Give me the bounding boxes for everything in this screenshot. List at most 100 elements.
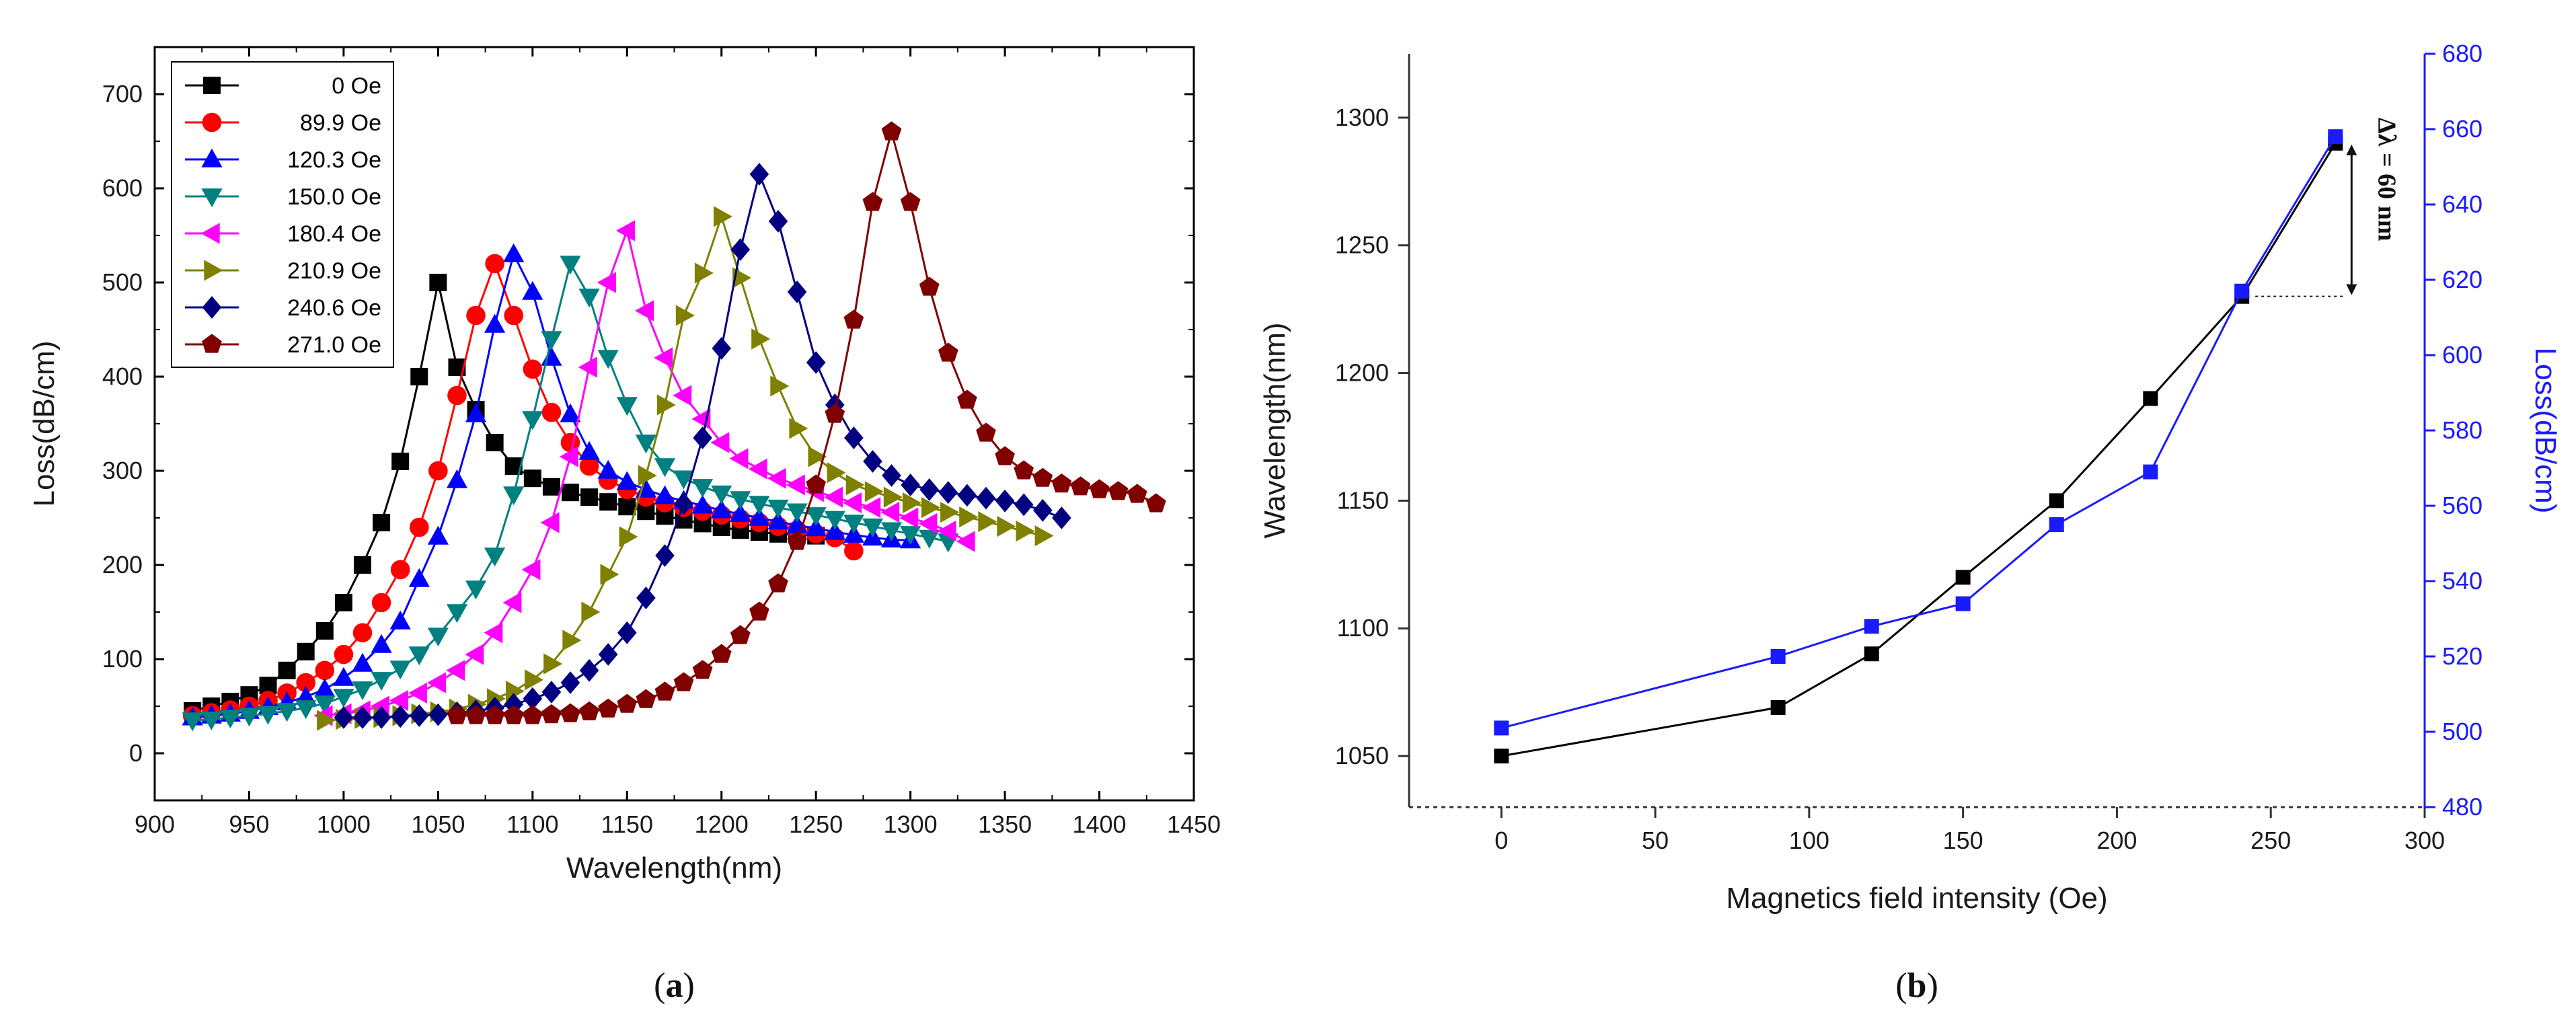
data-point <box>408 646 430 666</box>
data-point <box>447 705 467 724</box>
data-point <box>635 300 654 321</box>
data-point <box>598 698 618 718</box>
data-point <box>748 458 767 480</box>
data-point <box>597 272 616 293</box>
y-tick-label: 400 <box>102 363 143 390</box>
data-point <box>333 667 354 686</box>
data-point <box>938 342 958 362</box>
series-271.0-oe <box>447 121 1166 724</box>
data-point <box>598 643 618 666</box>
data-point <box>1052 506 1071 529</box>
data-point <box>844 541 864 561</box>
data-point <box>560 671 580 694</box>
series-line <box>1501 143 2337 757</box>
data-point <box>919 276 940 296</box>
data-point <box>805 507 827 526</box>
data-point <box>371 706 391 729</box>
data-point <box>352 681 373 700</box>
data-point <box>409 517 429 537</box>
data-point <box>446 604 468 623</box>
legend-box <box>171 61 394 368</box>
data-point <box>562 484 579 502</box>
x-tick-label: 1250 <box>789 810 843 838</box>
data-point <box>635 434 656 454</box>
data-point <box>711 485 732 504</box>
y-tick-label: 1150 <box>1337 486 1389 514</box>
data-point <box>504 305 524 326</box>
data-point <box>503 243 525 262</box>
data-point <box>581 601 601 623</box>
data-point <box>2234 283 2250 299</box>
data-point <box>2049 517 2064 532</box>
data-point <box>938 481 958 504</box>
legend-label: 150.0 Oe <box>287 184 381 210</box>
y-tick-label: 1100 <box>1337 614 1389 642</box>
data-point <box>579 658 599 682</box>
data-point <box>1033 498 1053 522</box>
x-axis-title: Magnetics field intensity (Oe) <box>1726 882 2107 915</box>
data-point <box>786 503 808 523</box>
data-point <box>523 687 543 710</box>
caption-letter: b <box>1907 967 1927 1005</box>
panel-b-wavelength-loss-vs-field: 0 50 100 150 200 250 300 1050 1100 1150 1200 1250 13… <box>1258 40 2562 1005</box>
data-point <box>995 489 1015 513</box>
data-point <box>373 514 391 531</box>
data-point <box>957 389 977 409</box>
data-point <box>900 526 921 545</box>
data-point <box>824 521 845 540</box>
data-point <box>712 337 731 360</box>
y-tick-label: 500 <box>102 268 143 296</box>
data-point <box>429 274 447 291</box>
legend-label: 210.9 Oe <box>287 258 381 284</box>
panel-caption: (b) <box>1895 967 1938 1005</box>
data-point <box>864 481 884 502</box>
data-point <box>843 492 862 514</box>
data-point <box>219 710 241 728</box>
data-point <box>578 289 600 308</box>
data-point <box>843 309 864 329</box>
x-tick-label: 1050 <box>411 810 465 838</box>
x-tick-label: 950 <box>229 810 269 838</box>
data-point <box>918 513 938 534</box>
data-point <box>543 653 563 675</box>
data-point <box>787 531 807 550</box>
data-point <box>767 467 786 489</box>
data-point <box>673 672 694 691</box>
data-point <box>995 446 1015 465</box>
data-point <box>446 660 465 681</box>
caption-paren: ) <box>1926 967 1938 1005</box>
data-point <box>578 441 600 460</box>
data-point <box>770 375 790 397</box>
data-point <box>503 705 524 724</box>
legend-label: 0 Oe <box>332 73 381 99</box>
data-point <box>410 704 429 727</box>
data-point <box>692 494 714 514</box>
data-point <box>749 506 770 526</box>
x-axis-title: Wavelength(nm) <box>566 851 782 884</box>
data-point <box>389 660 411 680</box>
data-point <box>619 526 638 547</box>
data-point <box>314 678 336 697</box>
data-point <box>1016 521 1035 542</box>
y2-axis-title: Loss(dB/cm) <box>2529 348 2562 514</box>
data-point <box>465 644 484 665</box>
data-point <box>880 522 903 541</box>
x-tick-label: 1350 <box>978 810 1032 838</box>
data-point <box>749 163 769 186</box>
data-point <box>729 448 749 469</box>
data-point <box>525 669 544 691</box>
data-point <box>1146 493 1166 513</box>
data-point <box>787 280 807 303</box>
data-point <box>749 601 769 621</box>
data-point <box>428 461 448 481</box>
data-point <box>523 359 543 379</box>
data-point <box>654 458 676 478</box>
data-point <box>786 474 805 496</box>
y2-tick-label: 480 <box>2442 793 2483 821</box>
data-point <box>200 711 222 730</box>
x-tick-label: 1200 <box>695 810 749 838</box>
x-tick-label: 200 <box>2096 827 2137 854</box>
legend-marker <box>204 260 223 281</box>
y2-tick-label: 520 <box>2442 642 2483 670</box>
series-wavelength <box>1494 135 2343 764</box>
